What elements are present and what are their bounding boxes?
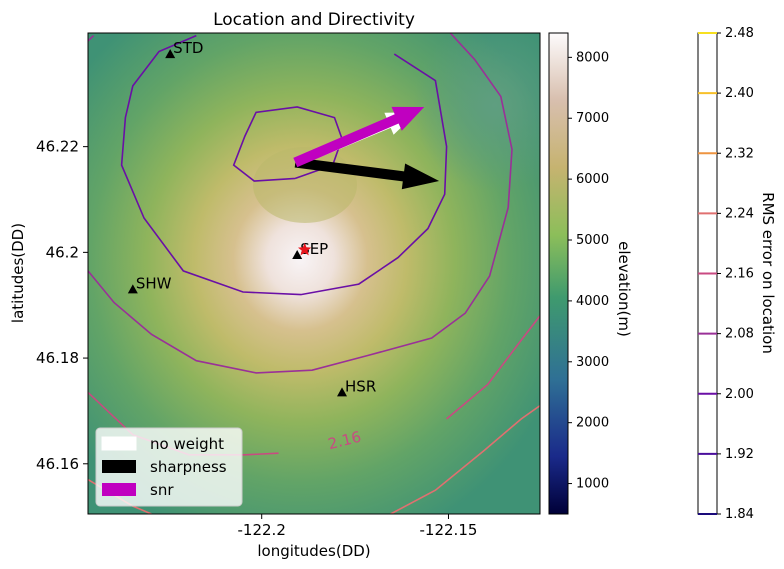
station-marker-std: [165, 49, 176, 59]
y-tick-label: 46.2: [46, 243, 79, 261]
contour-line-2-16: [446, 315, 540, 420]
x-tick-label: -122.15: [420, 521, 478, 539]
station-label-shw: SHW: [136, 274, 172, 292]
rms-tick-label: 2.16: [725, 267, 754, 282]
x-axis-label: longitudes(DD): [257, 542, 370, 560]
y-tick-label: 46.16: [36, 455, 79, 473]
chart-title: Location and Directivity: [213, 10, 415, 30]
legend: no weight sharpness snr: [95, 427, 243, 507]
elevation-tick-label: 3000: [576, 355, 609, 370]
x-tick-label: -122.2: [238, 521, 286, 539]
y-axis-label: latitudes(DD): [9, 223, 27, 323]
station-label-std: STD: [173, 39, 203, 57]
rms-tick-label: 2.32: [725, 146, 754, 161]
rms-tick-label: 2.08: [725, 327, 754, 342]
elevation-tick-label: 5000: [576, 233, 609, 248]
rms-colorbar-label: RMS error on location: [759, 192, 777, 354]
rms-colorbar: 1.84 1.92 2.00 2.08 2.16 2.24 2.32 2.40 2.48 RMS…: [697, 26, 777, 522]
contour-line-2: [232, 106, 343, 182]
x-axis-ticks: -122.2 -122.15: [238, 514, 478, 539]
y-axis-ticks: 46.16 46.18 46.2 46.22: [36, 138, 88, 473]
epicenter-star: [298, 242, 312, 256]
rms-tick-label: 1.92: [725, 447, 754, 462]
station-label-hsr: HSR: [345, 377, 376, 395]
contour-line-2-08: [88, 35, 95, 42]
station-marker-hsr: [337, 387, 348, 397]
arrow-sharpness: [294, 157, 440, 190]
rms-tick-label: 2.00: [725, 387, 754, 402]
y-tick-label: 46.22: [36, 138, 79, 156]
elevation-colorbar: 1000 2000 3000 4000 5000 6000 7000 8000 elevati…: [548, 32, 633, 515]
elevation-tick-label: 6000: [576, 172, 609, 187]
rms-tick-label: 2.48: [725, 26, 754, 41]
station-marker-shw: [127, 284, 138, 294]
elevation-colorbar-label: elevation(m): [615, 241, 633, 337]
rms-tick-label: 2.24: [725, 206, 754, 221]
legend-label-snr: snr: [150, 481, 174, 499]
legend-label-sharpness: sharpness: [150, 458, 227, 476]
contour-line-2: [120, 34, 448, 296]
station-marker-sep: [292, 250, 303, 259]
legend-swatch-no-weight: [101, 436, 137, 451]
legend-swatch-snr: [102, 483, 136, 496]
legend-label-no-weight: no weight: [150, 435, 224, 453]
axes-frame: [87, 32, 541, 515]
rms-tick-label: 2.40: [725, 86, 754, 101]
directivity-arrows: [293, 106, 440, 190]
elevation-colorbar-fill: [548, 32, 569, 515]
legend-swatch-sharpness: [102, 460, 136, 473]
arrow-snr: [293, 106, 425, 168]
elevation-tick-label: 7000: [576, 111, 609, 126]
elevation-tick-label: 1000: [576, 477, 609, 492]
elevation-tick-label: 8000: [576, 50, 609, 65]
contour-line-2-24: [390, 404, 540, 514]
rms-tick-label: 1.84: [725, 507, 754, 522]
elevation-tick-label: 2000: [576, 416, 609, 431]
y-tick-label: 46.18: [36, 349, 79, 367]
elevation-tick-label: 4000: [576, 294, 609, 309]
contour-line-2-08: [88, 33, 513, 374]
